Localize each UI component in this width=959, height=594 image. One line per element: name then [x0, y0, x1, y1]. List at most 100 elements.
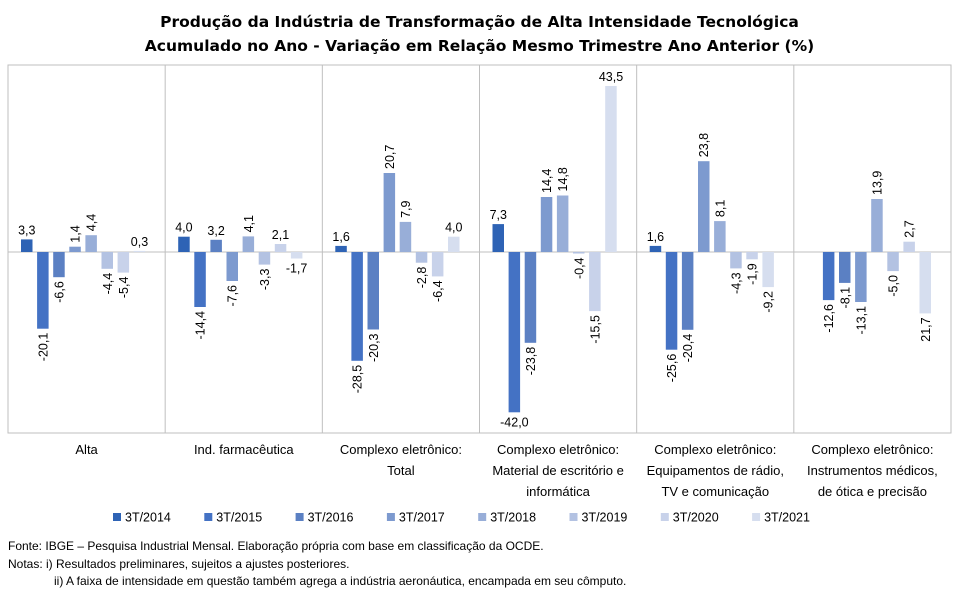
bar	[226, 252, 238, 281]
bar	[448, 236, 460, 252]
category-label: Complexo eletrônico:	[497, 442, 619, 457]
bar	[714, 221, 726, 252]
category-label: Complexo eletrônico:	[811, 442, 933, 457]
data-label: -42,0	[500, 415, 529, 429]
bar	[508, 252, 521, 413]
bar	[746, 252, 758, 260]
legend-label: 3T/2014	[125, 511, 171, 525]
bar	[822, 252, 835, 301]
data-label: 21,7	[919, 317, 933, 341]
category-label: Ind. farmacêutica	[194, 442, 294, 457]
bar	[399, 221, 412, 252]
bar	[589, 252, 601, 312]
data-label: 2,7	[903, 220, 917, 237]
legend-swatch	[569, 513, 578, 521]
data-label: 14,8	[556, 167, 570, 191]
data-label: 0,3	[131, 235, 148, 249]
category-label: de ótica e precisão	[818, 484, 927, 499]
data-label: 7,9	[399, 200, 413, 217]
data-label: -6,6	[53, 281, 67, 303]
data-label: 13,9	[871, 171, 885, 195]
legend-swatch	[295, 513, 304, 521]
data-label: 4,0	[445, 221, 462, 235]
data-label: -7,6	[226, 285, 240, 307]
bar	[194, 252, 206, 307]
note-two: ii) A faixa de intensidade em questão ta…	[54, 574, 627, 588]
bar	[665, 252, 678, 350]
data-label: -6,4	[431, 280, 445, 302]
bar	[21, 239, 33, 252]
chart-title: Produção da Indústria de Transformação d…	[160, 13, 799, 31]
legend-swatch	[113, 513, 121, 521]
data-label: -15,5	[588, 315, 602, 344]
data-label: -20,1	[36, 333, 50, 362]
category-label: Instrumentos médicos,	[807, 463, 938, 478]
note-one: Notas: i) Resultados preliminares, sujei…	[8, 556, 350, 571]
bar	[210, 239, 222, 252]
legend-swatch	[386, 513, 395, 521]
bar	[540, 197, 553, 252]
data-label: -9,2	[762, 291, 776, 313]
data-label: 2,1	[272, 228, 289, 242]
bar	[903, 241, 915, 252]
chart-title-block: Produção da Indústria de Transformação d…	[0, 10, 959, 58]
bar	[605, 86, 617, 252]
category-label: Material de escritório e	[492, 463, 624, 478]
data-label: 7,3	[490, 208, 507, 222]
legend-swatch	[660, 513, 669, 521]
bar	[839, 252, 851, 283]
legend-label: 3T/2017	[399, 511, 445, 525]
bar	[133, 250, 146, 252]
data-label: -25,6	[665, 354, 679, 383]
bar	[431, 252, 444, 277]
bar	[698, 161, 710, 252]
data-label: -1,9	[746, 263, 760, 285]
data-label: 14,4	[540, 169, 554, 193]
chart-notes: Fonte: IBGE – Pesquisa Industrial Mensal…	[8, 538, 626, 591]
data-label: 1,6	[647, 230, 664, 244]
legend-swatch	[204, 513, 213, 521]
data-label: -20,3	[367, 333, 381, 362]
bar	[871, 199, 883, 252]
bar	[351, 252, 363, 361]
data-label: -20,4	[681, 334, 695, 363]
data-label: 4,4	[85, 214, 99, 231]
bar	[117, 252, 130, 273]
data-label: 1,6	[332, 230, 349, 244]
category-label: informática	[526, 484, 590, 499]
legend-label: 3T/2021	[764, 511, 810, 525]
data-label: 4,1	[242, 215, 256, 232]
bar	[573, 252, 585, 254]
data-label: -13,1	[854, 306, 868, 335]
category-label: Complexo eletrônico:	[654, 442, 776, 457]
legend-label: 3T/2018	[490, 511, 536, 525]
bar	[919, 252, 931, 314]
bar	[53, 252, 65, 278]
bar	[415, 252, 428, 263]
bar	[524, 252, 537, 343]
legend-swatch	[752, 513, 761, 521]
bar	[85, 235, 97, 252]
source-note: Fonte: IBGE – Pesquisa Industrial Mensal…	[8, 539, 544, 553]
bar	[37, 252, 49, 329]
bar	[178, 236, 190, 252]
data-label: -5,0	[887, 275, 901, 297]
category-label: Total	[387, 463, 415, 478]
data-label: 8,1	[713, 200, 727, 217]
bar	[383, 173, 396, 252]
legend-label: 3T/2019	[582, 511, 628, 525]
data-label: -5,4	[117, 277, 131, 299]
data-label: -3,3	[258, 269, 272, 291]
data-label: -23,8	[524, 347, 538, 376]
bar	[258, 252, 271, 265]
data-label: 3,3	[18, 223, 35, 237]
data-label: -28,5	[351, 365, 365, 394]
legend-label: 3T/2020	[673, 511, 719, 525]
bar	[290, 252, 303, 259]
legend-swatch	[478, 513, 487, 521]
data-label: 4,0	[175, 221, 192, 235]
bar	[762, 252, 774, 288]
data-label: -8,1	[838, 287, 852, 309]
bar	[556, 195, 569, 252]
